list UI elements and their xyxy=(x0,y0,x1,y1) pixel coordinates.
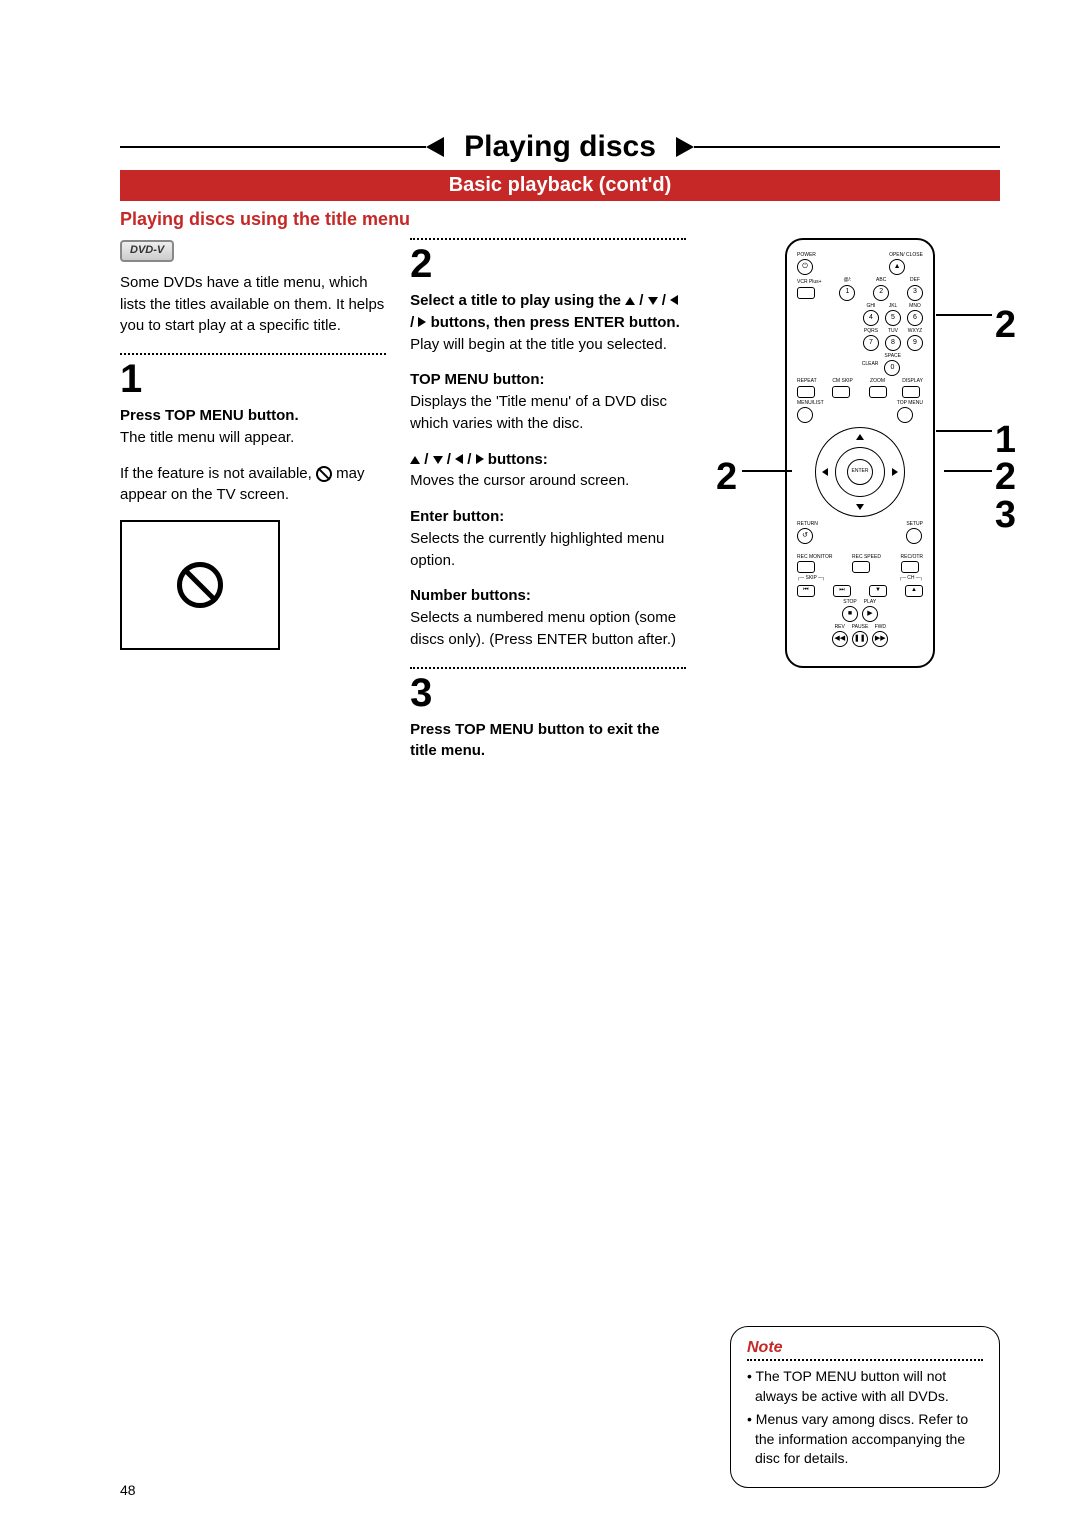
label-vcrplus: VCR Plus+ xyxy=(797,279,822,286)
stop-button: ■ xyxy=(842,606,858,622)
column-1: DVD-V Some DVDs have a title menu, which… xyxy=(120,238,386,762)
num-7: 7 xyxy=(863,335,879,351)
callout-3: 3 xyxy=(995,488,1016,543)
num-8: 8 xyxy=(885,335,901,351)
up-icon xyxy=(410,456,420,464)
menulist-button xyxy=(797,407,813,423)
num-6: 6 xyxy=(907,310,923,326)
prohibit-icon-large xyxy=(177,562,223,608)
chevron-right-icon xyxy=(676,137,694,157)
divider xyxy=(747,1359,983,1361)
num-1: 1 xyxy=(839,285,855,301)
down-icon xyxy=(433,456,443,464)
setup-button xyxy=(906,528,922,544)
num-3: 3 xyxy=(907,285,923,301)
enter-text: Selects the currently highlighted menu o… xyxy=(410,528,686,572)
cmskip-button xyxy=(832,386,850,398)
number-text: Selects a numbered menu option (some dis… xyxy=(410,607,686,651)
dpad-left-icon xyxy=(822,468,828,476)
power-button: ⏻ xyxy=(797,259,813,275)
vcrplus-button xyxy=(797,287,815,299)
prohibit-icon xyxy=(316,466,332,482)
left-icon xyxy=(670,295,678,305)
page-title: Playing discs xyxy=(442,130,678,164)
recotr-button xyxy=(901,561,919,573)
dpad-right-icon xyxy=(892,468,898,476)
dpad-up-icon xyxy=(856,434,864,440)
enter-heading: Enter button: xyxy=(410,506,686,528)
callout-2-left: 2 xyxy=(716,450,737,505)
repeat-button xyxy=(797,386,815,398)
recspeed-button xyxy=(852,561,870,573)
label-open: OPEN/ CLOSE xyxy=(889,252,923,259)
left-icon xyxy=(455,454,463,464)
feature-note: If the feature is not available, may app… xyxy=(120,463,386,507)
recmonitor-button xyxy=(797,561,815,573)
step-1-number: 1 xyxy=(120,359,386,399)
note-title: Note xyxy=(747,1339,983,1357)
num-9: 9 xyxy=(907,335,923,351)
step-2-number: 2 xyxy=(410,244,686,284)
dpad-down-icon xyxy=(856,504,864,510)
topmenu-heading: TOP MENU button: xyxy=(410,369,686,391)
divider xyxy=(410,667,686,669)
intro-text: Some DVDs have a title menu, which lists… xyxy=(120,272,386,337)
skip-fwd-button: ⏭ xyxy=(833,585,851,597)
rev-button: ◀◀ xyxy=(832,631,848,647)
play-button: ▶ xyxy=(862,606,878,622)
topmenu-text: Displays the 'Title menu' of a DVD disc … xyxy=(410,391,686,435)
divider xyxy=(120,353,386,355)
pause-button: ❚❚ xyxy=(852,631,868,647)
return-button: ↺ xyxy=(797,528,813,544)
enter-button: ENTER xyxy=(847,459,873,485)
ch-up-button: ▲ xyxy=(905,585,923,597)
down-icon xyxy=(648,297,658,305)
num-5: 5 xyxy=(885,310,901,326)
ch-down-button: ▼ xyxy=(869,585,887,597)
callout-line xyxy=(944,470,992,472)
column-2: 2 Select a title to play using the / / /… xyxy=(410,238,686,762)
note-item: The TOP MENU button will not always be a… xyxy=(747,1367,983,1406)
note-item: Menus vary among discs. Refer to the inf… xyxy=(747,1410,983,1469)
arrows-text: Moves the cursor around screen. xyxy=(410,470,686,492)
num-4: 4 xyxy=(863,310,879,326)
dpad: ENTER xyxy=(815,427,905,517)
title-banner: Playing discs xyxy=(120,130,1000,164)
step-2-text: Play will begin at the title you selecte… xyxy=(410,334,686,356)
subtitle-bar: Basic playback (cont'd) xyxy=(120,170,1000,201)
fwd-button: ▶▶ xyxy=(872,631,888,647)
step-3-bold: Press TOP MENU button to exit the title … xyxy=(410,719,686,763)
callout-2-right: 2 xyxy=(995,298,1016,353)
right-icon xyxy=(476,454,484,464)
num-2: 2 xyxy=(873,285,889,301)
label-power: POWER xyxy=(797,252,816,259)
num-0: 0 xyxy=(884,360,900,376)
callout-line xyxy=(936,314,992,316)
column-3: POWER⏻ OPEN/ CLOSE▲ VCR Plus+ @/:1 ABC2 … xyxy=(710,238,1000,762)
remote-control: POWER⏻ OPEN/ CLOSE▲ VCR Plus+ @/:1 ABC2 … xyxy=(785,238,935,668)
note-box: Note The TOP MENU button will not always… xyxy=(730,1326,1000,1488)
topmenu-button xyxy=(897,407,913,423)
zoom-button xyxy=(869,386,887,398)
number-heading: Number buttons: xyxy=(410,585,686,607)
step-1-text: The title menu will appear. xyxy=(120,429,294,446)
dvd-badge: DVD-V xyxy=(120,240,174,262)
step-1-body: Press TOP MENU button. The title menu wi… xyxy=(120,405,386,449)
up-icon xyxy=(625,297,635,305)
screen-placeholder xyxy=(120,520,280,650)
callout-line xyxy=(936,430,992,432)
callout-line xyxy=(742,470,792,472)
open-close-button: ▲ xyxy=(889,259,905,275)
section-heading: Playing discs using the title menu xyxy=(120,209,1000,230)
skip-back-button: ⏮ xyxy=(797,585,815,597)
page-number: 48 xyxy=(120,1482,136,1498)
arrows-heading: / / / buttons: xyxy=(410,449,686,471)
step-3-number: 3 xyxy=(410,673,686,713)
display-button xyxy=(902,386,920,398)
step-2-bold: Select a title to play using the / / / b… xyxy=(410,290,686,334)
step-1-bold: Press TOP MENU button. xyxy=(120,407,299,424)
divider xyxy=(410,238,686,240)
